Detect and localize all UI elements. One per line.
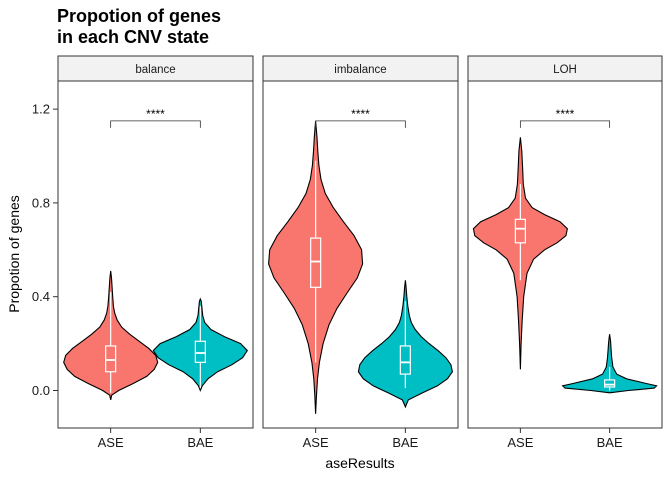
x-tick-label: BAE bbox=[392, 435, 418, 450]
chart-title-line-1: Propotion of genes bbox=[57, 6, 221, 26]
box-iqr bbox=[604, 379, 616, 388]
facet-strip bbox=[57, 55, 254, 82]
box-iqr bbox=[105, 345, 117, 373]
chart-title-line-2: in each CNV state bbox=[57, 27, 209, 47]
significance-label: **** bbox=[351, 107, 370, 121]
facet-strip-label: imbalance bbox=[334, 64, 386, 76]
y-tick-label: 1.2 bbox=[32, 102, 50, 117]
facet-strip-label: LOH bbox=[553, 64, 577, 76]
x-axis-title: aseResults bbox=[325, 455, 394, 471]
facet-panel-imbalance: imbalance ASE BAE **** bbox=[262, 55, 459, 450]
significance-label: **** bbox=[146, 107, 165, 121]
facet-panel-balance: balance ASE BAE **** bbox=[57, 55, 254, 450]
facet-strip-label: balance bbox=[135, 64, 175, 76]
plot-area: balance ASE BAE **** imbalance ASE BAE **** LOH A… bbox=[57, 55, 663, 450]
x-tick-label: ASE bbox=[303, 435, 329, 450]
y-tick-label: 0.4 bbox=[32, 289, 50, 304]
significance-bracket bbox=[110, 120, 201, 128]
box-iqr bbox=[194, 340, 206, 363]
significance-bracket bbox=[519, 120, 611, 128]
panel-frame bbox=[467, 80, 663, 429]
violin-bae bbox=[152, 297, 249, 392]
x-tick-label: BAE bbox=[187, 435, 213, 450]
significance-bracket bbox=[315, 120, 406, 128]
violin-bae bbox=[561, 334, 658, 394]
facet-strip bbox=[262, 55, 459, 82]
y-axis: 0.0 0.4 0.8 1.2 bbox=[32, 102, 58, 398]
y-tick-label: 0.0 bbox=[32, 383, 50, 398]
box-iqr bbox=[399, 345, 411, 375]
box-iqr bbox=[310, 237, 322, 288]
x-tick-label: ASE bbox=[507, 435, 533, 450]
x-tick-label: BAE bbox=[597, 435, 623, 450]
y-tick-label: 0.8 bbox=[32, 195, 50, 210]
box-iqr bbox=[514, 218, 526, 244]
y-axis-title: Propotion of genes bbox=[6, 195, 22, 313]
significance-label: **** bbox=[556, 107, 575, 121]
facet-panel-loh: LOH ASE BAE **** bbox=[467, 55, 663, 450]
x-tick-label: ASE bbox=[98, 435, 124, 450]
